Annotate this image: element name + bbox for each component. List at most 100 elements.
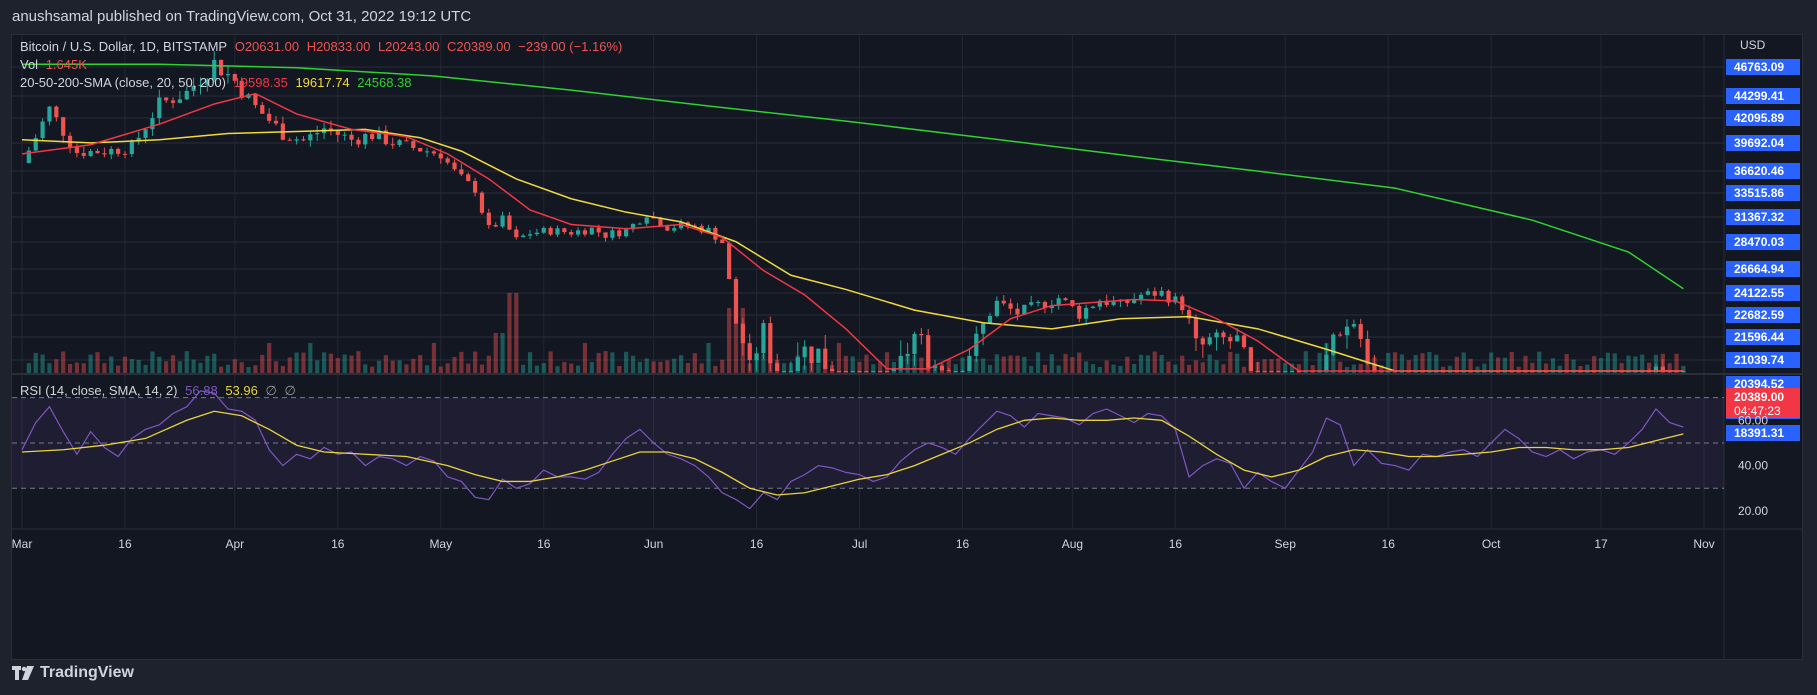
candle-body <box>932 366 938 368</box>
volume-bar <box>1441 366 1446 373</box>
price-tick-label: 20394.52 <box>1734 377 1784 391</box>
candle-body <box>81 153 86 156</box>
volume-bar <box>418 355 423 373</box>
volume-bar <box>981 358 986 373</box>
volume-bar <box>816 364 821 373</box>
rsi-tick-label: 60.00 <box>1738 413 1768 427</box>
volume-bar <box>1235 353 1240 373</box>
volume-bar <box>1468 358 1473 373</box>
candle-body <box>507 215 512 230</box>
volume-bar <box>81 363 86 373</box>
candle-body <box>836 371 842 372</box>
volume-bar <box>1427 352 1432 373</box>
rsi-label: RSI (14, close, SMA, 14, 2) <box>20 383 178 398</box>
volume-bar <box>761 354 766 373</box>
candle-body <box>1344 326 1350 336</box>
volume-bar <box>1296 364 1302 373</box>
candle-body <box>198 84 203 86</box>
candle-body <box>1283 371 1288 372</box>
price-tick-bg <box>1726 285 1800 301</box>
volume-bar <box>328 353 334 373</box>
volume-bar <box>1392 352 1398 373</box>
candle-body <box>205 79 210 85</box>
rsi-legend[interactable]: RSI (14, close, SMA, 14, 2) 56.88 53.96 … <box>20 383 300 399</box>
candle-body <box>967 355 972 371</box>
sma-legend[interactable]: 20-50-200-SMA (close, 20, 50, 200) 19598… <box>20 75 416 90</box>
volume-bar <box>1379 365 1384 373</box>
candle-body <box>212 59 217 80</box>
candle-body <box>678 222 684 229</box>
volume-bar <box>1070 357 1075 373</box>
candle-body <box>1289 371 1295 372</box>
sma200-line <box>22 63 1684 290</box>
candle-body <box>575 230 581 235</box>
volume-bar <box>315 360 320 373</box>
price-tick-label: 33515.86 <box>1734 186 1784 200</box>
price-tick-bg <box>1726 163 1800 179</box>
time-tick-label: 16 <box>956 537 970 551</box>
candle-body <box>651 217 656 219</box>
volume-legend[interactable]: Vol 1.645K <box>20 57 91 72</box>
volume-bar <box>253 365 258 373</box>
candle-body <box>191 85 196 91</box>
candle-body <box>761 323 766 354</box>
volume-bar <box>1221 364 1226 373</box>
volume-bar <box>411 358 416 373</box>
volume-bar <box>527 352 533 373</box>
tradingview-logo[interactable]: TradingView <box>12 664 134 682</box>
candle-body <box>287 139 292 141</box>
symbol-legend[interactable]: Bitcoin / U.S. Dollar, 1D, BITSTAMP O206… <box>20 39 626 54</box>
candle-body <box>720 239 725 244</box>
volume-bar <box>1283 362 1288 373</box>
price-tick-label: 46763.09 <box>1734 60 1784 74</box>
volume-bar <box>603 351 608 373</box>
volume-bar <box>1152 351 1157 373</box>
volume-bar <box>1187 364 1192 373</box>
candle-body <box>424 151 430 153</box>
candle-body <box>823 348 828 369</box>
volume-bar <box>459 351 464 373</box>
volume-bar <box>1640 354 1645 373</box>
price-tick-label: 18391.31 <box>1734 426 1784 440</box>
volume-bar <box>218 366 224 373</box>
volume-bar <box>685 362 691 373</box>
volume-bar <box>1523 355 1528 373</box>
sma200-value: 24568.38 <box>357 75 412 90</box>
volume-bar <box>699 363 704 373</box>
open-value: O20631.00 <box>234 39 300 54</box>
time-tick-label: Sep <box>1275 537 1297 551</box>
volume-bar <box>946 359 951 373</box>
volume-bar <box>184 351 189 373</box>
volume-bar <box>232 359 237 373</box>
change-value: −239.00 (−1.16%) <box>518 39 623 54</box>
volume-bar <box>424 365 430 373</box>
candle-body <box>1358 324 1363 339</box>
chart-frame[interactable]: USD 46763.09 44299.41 42095.89 39692.04 36620… <box>11 34 1803 660</box>
candle-body <box>239 80 244 98</box>
candle-body <box>569 232 574 235</box>
volume-bar <box>857 361 862 373</box>
volume-bar <box>878 361 883 373</box>
candle-body <box>1077 306 1082 319</box>
candle-body <box>150 118 155 130</box>
candle-body <box>1097 300 1102 307</box>
sma20-line <box>21 92 1684 372</box>
volume-bar <box>109 356 114 373</box>
candle-body <box>1235 335 1240 342</box>
countdown-label: 04:47:23 <box>1734 404 1781 418</box>
symbol-name: Bitcoin / U.S. Dollar, 1D, BITSTAMP <box>20 39 228 54</box>
chart-canvas[interactable]: USD 46763.09 44299.41 42095.89 39692.04 36620… <box>12 35 1802 659</box>
sma50-value: 19617.74 <box>295 75 350 90</box>
volume-value: 1.645K <box>45 57 87 72</box>
candle-body <box>830 368 835 371</box>
volume-bar <box>672 358 677 373</box>
price-tick-label: 36620.46 <box>1734 164 1784 178</box>
price-tick-label: 44299.41 <box>1734 89 1784 103</box>
candle-body <box>1159 290 1164 296</box>
candle-body <box>1138 294 1144 300</box>
volume-bar <box>67 363 73 373</box>
volume-bar <box>486 355 491 373</box>
time-tick-label: Jul <box>852 537 867 551</box>
volume-bar <box>47 363 52 373</box>
candle-body <box>232 74 237 81</box>
